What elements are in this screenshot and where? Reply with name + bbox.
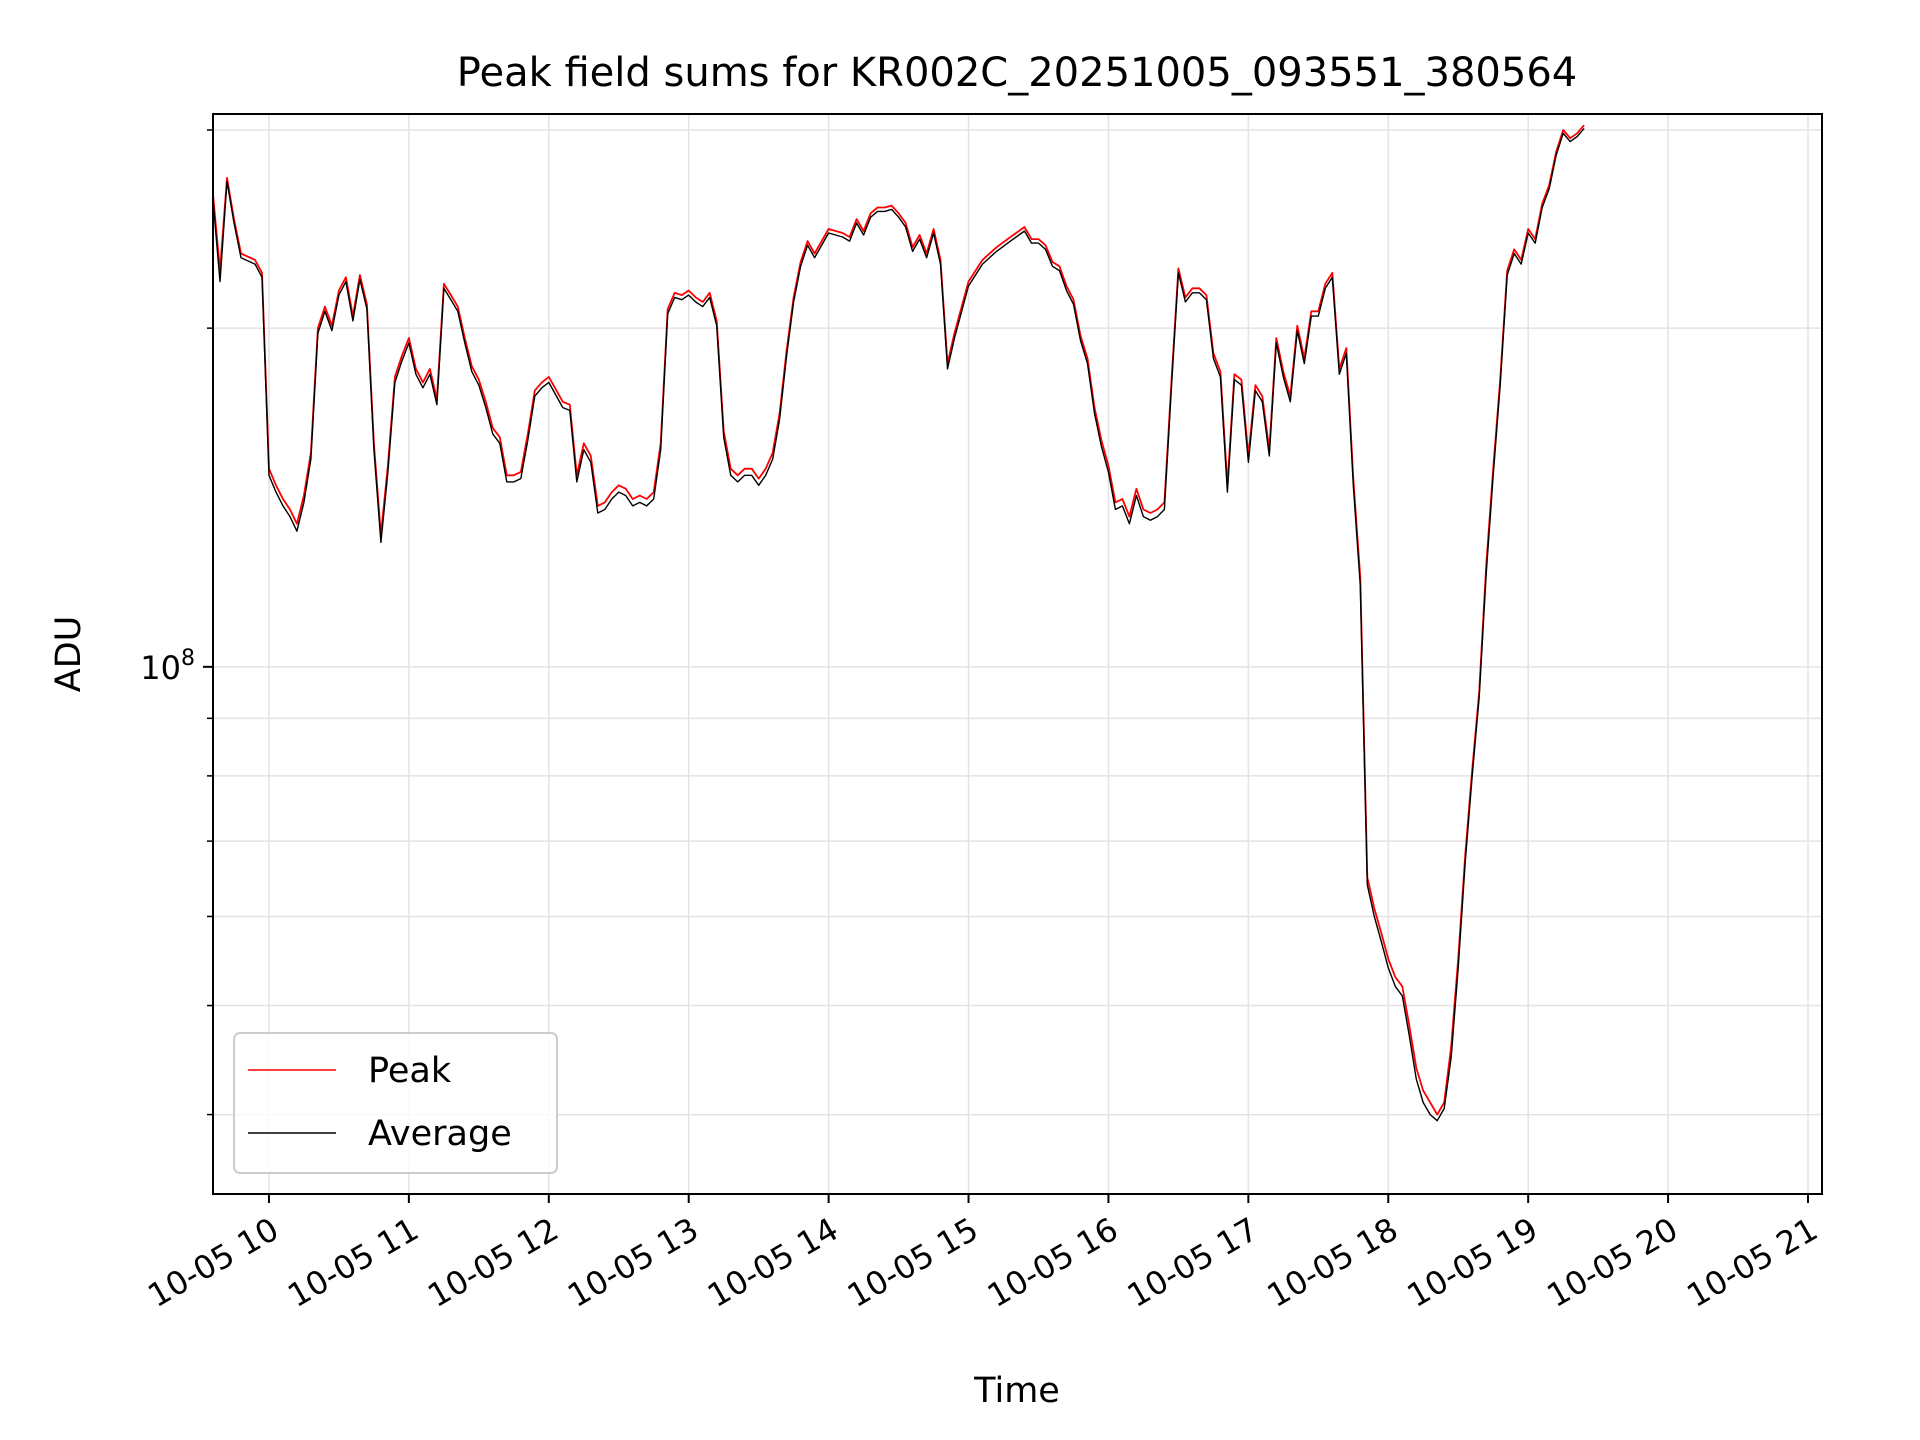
chart-title: Peak field sums for KR002C_20251005_0935… xyxy=(457,50,1577,96)
legend-box xyxy=(233,1032,558,1174)
plot-frame xyxy=(212,113,1823,1195)
legend-average-label: Average xyxy=(368,1114,512,1154)
series-layer xyxy=(212,124,1585,1122)
legend-peak-label: Peak xyxy=(368,1051,452,1091)
series-line-average xyxy=(212,127,1585,1122)
y-axis-label: ADU xyxy=(49,616,89,693)
y-tick-label-exponent: 8 xyxy=(181,646,195,671)
grid xyxy=(213,114,1822,1194)
x-axis-label: Time xyxy=(973,1371,1060,1411)
y-tick-label-base: 10 xyxy=(140,649,181,687)
legend: Peak Average xyxy=(233,1032,558,1174)
y-tick-label: 108 xyxy=(140,646,195,687)
